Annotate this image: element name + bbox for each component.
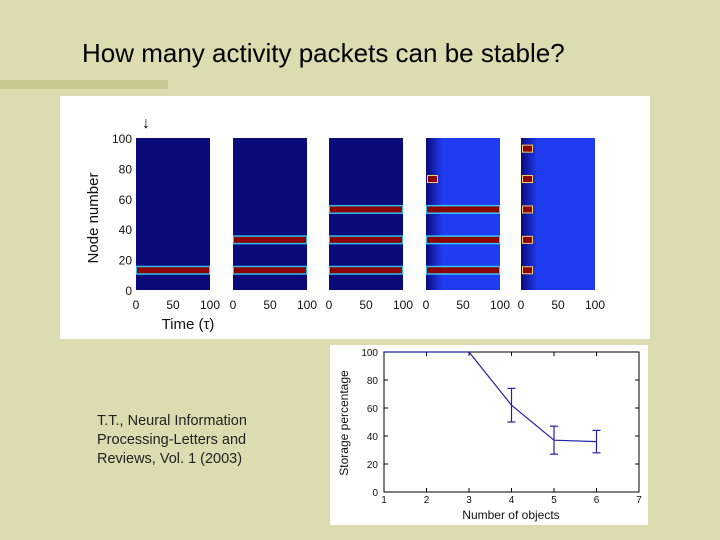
- storage-xtick-label: 3: [466, 495, 472, 506]
- heatmap-ytick-label: 0: [125, 284, 132, 298]
- slide-title: How many activity packets can be stable?: [82, 38, 565, 68]
- heatmap-ytick-label: 40: [119, 223, 133, 237]
- panel-background: [521, 138, 595, 290]
- activity-dot: [523, 206, 532, 213]
- storage-xtick-label: 5: [551, 495, 557, 506]
- activity-dot: [523, 236, 532, 243]
- heatmap-panel: [233, 138, 307, 290]
- storage-xtick-label: 1: [381, 495, 387, 506]
- heatmap-xtick-label: 0: [133, 298, 140, 312]
- storage-xtick-label: 6: [594, 495, 600, 506]
- start-marker-arrow: ↓: [142, 115, 150, 132]
- heatmap-xtick-label: 50: [359, 298, 373, 312]
- activity-packet: [330, 236, 402, 243]
- heatmap-xtick-label: 50: [551, 298, 565, 312]
- heatmap-ytick-label: 60: [119, 193, 133, 207]
- heatmap-xtick-label: 0: [518, 298, 525, 312]
- storage-ytick-label: 40: [367, 432, 379, 443]
- heatmap-ylabel: Node number: [85, 173, 102, 264]
- activity-packet: [330, 267, 402, 274]
- heatmap-xtick-label: 0: [423, 298, 430, 312]
- error-bar: [592, 429, 601, 454]
- accent-bar: [0, 80, 168, 89]
- error-bar: [550, 425, 558, 455]
- storage-xtick-label: 7: [636, 495, 642, 506]
- activity-packet: [427, 206, 499, 213]
- heatmap-xtick-label: 100: [297, 298, 317, 312]
- storage-xtick-label: 2: [424, 495, 430, 506]
- heatmap-ytick-label: 100: [112, 132, 132, 146]
- panel-background: [329, 138, 403, 290]
- storage-ylabel: Storage percentage: [337, 370, 351, 476]
- citation: T.T., Neural Information Processing-Lett…: [97, 412, 287, 469]
- activity-dot: [428, 176, 437, 183]
- heatmap-xtick-label: 0: [230, 298, 237, 312]
- heatmap-panel: [136, 138, 210, 290]
- activity-packet: [427, 267, 499, 274]
- heatmap-xtick-label: 50: [263, 298, 277, 312]
- heatmap-panel: [329, 138, 403, 290]
- panel-background: [233, 138, 307, 290]
- activity-dot: [523, 176, 532, 183]
- storage-xlabel: Number of objects: [462, 508, 559, 522]
- panel-background: [426, 138, 500, 290]
- heatmap-xtick-label: 100: [490, 298, 510, 312]
- heatmap-ytick-label: 20: [119, 254, 133, 268]
- heatmap-ytick-label: 80: [119, 162, 133, 176]
- citation-line: T.T., Neural Information: [97, 413, 247, 429]
- storage-ytick-label: 20: [367, 460, 379, 471]
- activity-packet: [137, 267, 209, 274]
- activity-dot: [523, 145, 532, 152]
- citation-line: Reviews, Vol. 1 (2003): [97, 451, 243, 467]
- storage-chart: 1 2 3 4 5 6 7 0 20 40 60 80 100 Storage percentage N…: [330, 345, 648, 525]
- heatmap-xtick-label: 50: [456, 298, 470, 312]
- activity-packet: [330, 206, 402, 213]
- storage-ytick-label: 80: [367, 376, 379, 387]
- storage-ytick-label: 60: [367, 404, 379, 415]
- heatmap-xlabel: Time (τ): [162, 316, 215, 333]
- activity-packet: [234, 267, 306, 274]
- heatmap-xtick-label: 0: [326, 298, 333, 312]
- storage-series-line: [384, 351, 597, 443]
- activity-packet: [427, 236, 499, 243]
- activity-packet: [234, 236, 306, 243]
- heatmap-panel: [521, 138, 595, 290]
- heatmap-xtick-label: 100: [393, 298, 413, 312]
- activity-dot: [523, 267, 532, 274]
- panel-background: [136, 138, 210, 290]
- storage-ytick-label: 0: [372, 488, 378, 499]
- heatmap-xtick-label: 100: [200, 298, 220, 312]
- error-bar: [507, 387, 516, 423]
- citation-line: Processing-Letters and: [97, 432, 247, 448]
- storage-xtick-label: 4: [509, 495, 515, 506]
- heatmap-xtick-label: 50: [166, 298, 180, 312]
- storage-ytick-label: 100: [361, 348, 378, 359]
- heatmap-xtick-label: 100: [585, 298, 605, 312]
- heatmap-panel: [426, 138, 500, 290]
